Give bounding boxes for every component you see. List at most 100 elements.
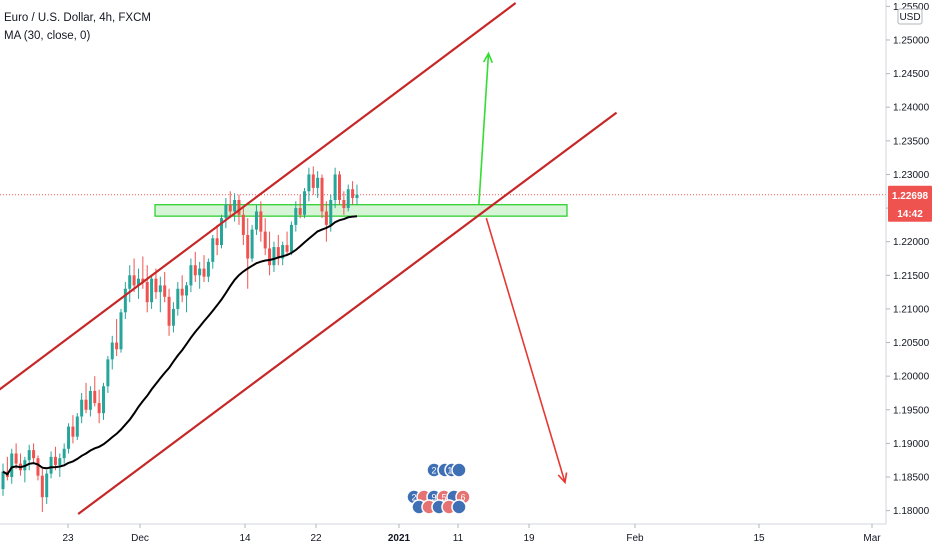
candle <box>45 470 49 504</box>
candle <box>333 167 337 209</box>
candle <box>198 261 202 289</box>
event-marker: 2 <box>426 462 442 478</box>
candle <box>294 201 298 232</box>
candle-body <box>324 211 328 225</box>
candle-body <box>145 282 149 303</box>
candle <box>241 208 245 246</box>
time-tick-label: 11 <box>453 533 464 544</box>
candle-body <box>10 453 14 478</box>
candle <box>71 415 75 444</box>
candle-body <box>351 189 355 198</box>
candle <box>58 453 62 478</box>
arrow-bearish <box>485 217 568 485</box>
candle-body <box>220 218 223 246</box>
candle-body <box>289 224 293 252</box>
candle-body <box>337 174 341 201</box>
price-tick-label: 1.24500 <box>893 69 930 80</box>
time-tick-label: 2021 <box>388 533 411 544</box>
price-tick-label: 1.21000 <box>893 304 930 315</box>
candle-body <box>259 211 263 232</box>
event-count: 2 <box>431 466 436 476</box>
candle <box>342 191 346 215</box>
time-tick-label: 15 <box>753 533 765 544</box>
price-tick-label: 1.20500 <box>893 338 930 349</box>
candle-body <box>193 265 197 276</box>
candle <box>355 184 359 205</box>
candle <box>324 201 328 242</box>
candle <box>62 443 66 464</box>
price-tick-label: 1.23000 <box>893 170 930 181</box>
candle <box>163 271 167 303</box>
candle <box>102 382 106 420</box>
support-resistance-zone <box>154 204 568 217</box>
candle-body <box>119 312 123 350</box>
candle <box>176 282 180 316</box>
arrow-bullish-head <box>482 51 494 63</box>
price-axis: 1.25500 1.25000 1.24500 1.24000 1.23500 1.230… <box>885 0 932 524</box>
candle <box>202 255 206 283</box>
price-tick-label: 1.19000 <box>893 439 930 450</box>
candle <box>346 184 350 212</box>
channel-line-lower <box>77 111 618 515</box>
candle <box>307 167 311 202</box>
candle-body <box>250 229 254 259</box>
candle-body <box>285 245 289 252</box>
candle <box>311 166 315 195</box>
plot-background <box>0 0 886 524</box>
ma-indicator-label[interactable]: MA (30, close, 0) <box>4 30 91 42</box>
candle-body <box>58 458 62 465</box>
candle-body <box>237 200 241 215</box>
candle-body <box>346 189 350 209</box>
candle <box>106 355 110 393</box>
candle-body <box>154 278 158 293</box>
candle-body <box>272 247 276 266</box>
candle <box>189 258 193 293</box>
candle-body <box>128 275 132 289</box>
candle-body <box>298 208 302 215</box>
candle <box>316 171 320 198</box>
candle-body <box>268 248 272 266</box>
candle-body <box>97 403 101 414</box>
symbol-title[interactable]: Euro / U.S. Dollar, 4h, FXCM <box>4 12 151 24</box>
candle-body <box>215 238 219 246</box>
time-tick-label: 22 <box>310 533 322 544</box>
time-tick-label: Feb <box>626 533 644 544</box>
arrow-bearish-head <box>557 472 568 485</box>
candle <box>211 234 215 269</box>
candle <box>246 218 250 289</box>
candle-body <box>189 265 193 286</box>
arrow-bullish <box>478 51 494 205</box>
event-marker <box>451 499 467 515</box>
candle-body <box>316 177 320 188</box>
candle-body <box>45 473 49 498</box>
candle <box>268 231 272 276</box>
candle <box>136 268 140 299</box>
event-count: 2 <box>411 493 416 503</box>
price-tick-label: 1.18000 <box>893 506 930 517</box>
candle-body <box>115 342 119 350</box>
candle-body <box>150 278 154 303</box>
candle <box>276 234 280 266</box>
candle-body <box>80 399 84 417</box>
ma-30-line <box>2 215 358 476</box>
candle <box>185 282 189 313</box>
arrow-bearish-shaft <box>485 217 566 483</box>
candle <box>67 423 71 454</box>
candle-body <box>132 275 136 286</box>
candle <box>110 335 114 370</box>
candle-body <box>32 450 36 459</box>
countdown-label: 14:42 <box>897 209 923 220</box>
candle <box>150 275 154 309</box>
candle <box>224 197 228 229</box>
candle <box>285 231 289 256</box>
candle-body <box>106 359 110 387</box>
candle <box>123 282 127 320</box>
event-markers: 2112956 <box>406 462 471 515</box>
plot-content: 2112956 <box>0 2 886 515</box>
channel-line-upper <box>0 2 517 391</box>
price-tick-label: 1.21500 <box>893 271 930 282</box>
candle <box>254 204 258 235</box>
candle-body <box>246 234 250 259</box>
